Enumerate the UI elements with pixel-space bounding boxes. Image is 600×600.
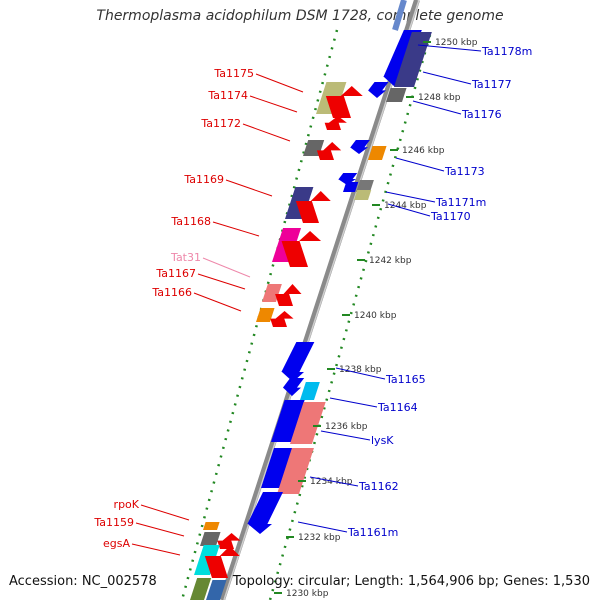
- left-label-Ta1172: Ta1172: [200, 117, 241, 130]
- leader-line-lysK: [320, 430, 371, 441]
- gene-Ta1170b: [354, 190, 372, 200]
- right-label-Ta1162: Ta1162: [358, 480, 399, 493]
- accession-text: Accession: NC_002578: [9, 574, 157, 589]
- left-label-Ta1166: Ta1166: [151, 286, 192, 299]
- left-label-Ta1167: Ta1167: [155, 267, 196, 280]
- scale-tick-label: 1238 kbp: [339, 365, 382, 375]
- leader-line-Ta1164: [329, 397, 378, 408]
- right-label-Ta1164: Ta1164: [377, 401, 418, 414]
- leader-line-Tat31: [202, 257, 251, 278]
- genome-summary-text: Topology: circular; Length: 1,564,906 bp…: [232, 574, 590, 589]
- right-label-Ta1176: Ta1176: [461, 108, 502, 121]
- gene-egsA-b: [204, 546, 240, 578]
- gene-Ta1176: [386, 88, 407, 102]
- gene-Ta1174: [325, 86, 363, 118]
- leader-line-Ta1171m: [385, 191, 436, 203]
- right-label-Ta1161m: Ta1161m: [347, 526, 398, 539]
- gene-Ta1170: [356, 180, 374, 192]
- gene-Ta1162: [277, 448, 314, 494]
- right-label-Ta1173: Ta1173: [444, 165, 485, 178]
- right-label-Ta1171m: Ta1171m: [435, 196, 486, 209]
- left-label-Ta1168: Ta1168: [170, 215, 211, 228]
- scale-tick-label: 1242 kbp: [369, 256, 412, 266]
- gene-Ta1165: [282, 378, 305, 396]
- leader-line-egsA: [131, 543, 181, 556]
- right-label-Ta1178m: Ta1178m: [481, 45, 532, 58]
- gene-Ta1173a: [350, 140, 370, 154]
- right-label-Ta1177: Ta1177: [471, 78, 512, 91]
- leader-line-Ta1170: [387, 203, 431, 217]
- leader-line-Ta1172: [242, 123, 291, 142]
- leader-line-Ta1168: [212, 221, 260, 237]
- gene-Ta1171m: [338, 173, 358, 185]
- left-label-Ta1159: Ta1159: [93, 516, 134, 529]
- gene-Ta1168b: [281, 231, 322, 267]
- gene-Ta1161m: [247, 492, 283, 534]
- leader-line-Ta1161m: [297, 521, 348, 533]
- leader-line-Ta1176: [412, 100, 462, 115]
- scale-tick-label: 1230 kbp: [286, 589, 329, 599]
- gene-top-partial: [392, 0, 407, 31]
- leader-line-Ta1178m: [417, 44, 482, 52]
- gene-Ta1164: [300, 382, 320, 400]
- left-label-Ta1169: Ta1169: [183, 173, 224, 186]
- gene-Ta1172b: [316, 142, 342, 160]
- leader-line-Ta1173: [395, 157, 445, 172]
- leader-line-Ta1159: [135, 522, 185, 537]
- left-label-Ta1174: Ta1174: [207, 89, 248, 102]
- gene-Ta1176a: [368, 82, 389, 98]
- genome-backbone-highlight: [223, 0, 420, 600]
- gene-Ta1174b: [324, 116, 347, 130]
- gene-rpoK: [203, 522, 220, 530]
- gene-Ta1167b: [275, 284, 302, 306]
- scale-tick-label: 1234 kbp: [310, 477, 353, 487]
- gene-bottom-b: [206, 580, 227, 600]
- left-label-Tat31: Tat31: [170, 251, 201, 264]
- genome-backbone: [219, 0, 420, 600]
- gene-lysK: [290, 402, 326, 444]
- scale-tick-label: 1246 kbp: [402, 146, 445, 156]
- gene-Ta1166: [256, 308, 275, 322]
- gene-Ta1159b: [217, 533, 241, 549]
- gene-Ta1165a: [281, 342, 315, 382]
- gene-Ta1173: [368, 146, 387, 160]
- leader-line-Ta1169: [225, 179, 273, 197]
- left-label-Ta1175: Ta1175: [213, 67, 254, 80]
- gene-Ta1171b: [343, 182, 359, 192]
- outer-tick-track: [268, 34, 432, 600]
- gene-Ta1159: [200, 532, 221, 546]
- gene-Ta1162a: [261, 448, 294, 488]
- leader-line-Ta1165: [335, 367, 386, 380]
- leader-line-Ta1162: [309, 476, 359, 487]
- leader-line-Ta1175: [255, 73, 304, 93]
- scale-tick-label: 1244 kbp: [384, 201, 427, 211]
- gene-Ta1169b: [295, 191, 331, 223]
- scale-tick-label: 1232 kbp: [298, 533, 341, 543]
- right-label-lysK: lysK: [371, 434, 394, 447]
- leader-line-Ta1177: [422, 71, 472, 85]
- leader-line-Ta1174: [249, 95, 298, 113]
- left-label-egsA: egsA: [103, 537, 130, 550]
- scale-tick-label: 1248 kbp: [418, 93, 461, 103]
- right-label-Ta1170: Ta1170: [430, 210, 471, 223]
- gene-lysK-a: [271, 400, 305, 442]
- scale-tick-label: 1250 kbp: [435, 38, 478, 48]
- leader-line-rpoK: [140, 504, 190, 521]
- left-label-rpoK: rpoK: [114, 498, 140, 511]
- gene-Ta1166b: [270, 311, 294, 327]
- leader-line-Ta1166: [193, 292, 242, 312]
- scale-tick-label: 1240 kbp: [354, 311, 397, 321]
- right-label-Ta1165: Ta1165: [385, 373, 426, 386]
- gene-bottom-a: [190, 578, 212, 600]
- scale-tick-label: 1236 kbp: [325, 422, 368, 432]
- leader-line-Ta1167: [197, 273, 246, 290]
